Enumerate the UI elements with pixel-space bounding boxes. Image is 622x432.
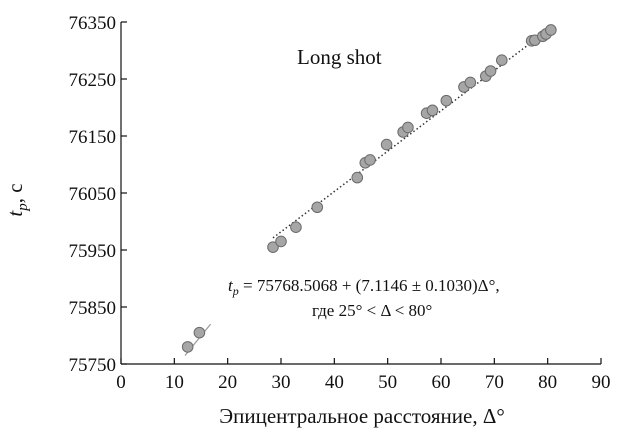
x-tick-label: 20 <box>218 372 237 393</box>
data-point <box>275 235 287 248</box>
y-tick-label: 75850 <box>69 298 117 319</box>
data-point <box>545 24 557 36</box>
x-tick-label: 80 <box>538 372 557 393</box>
x-axis-title: Эпицентральное расстояние, Δ° <box>219 404 505 428</box>
data-point <box>267 241 279 253</box>
y-tick-label: 76250 <box>69 70 117 91</box>
y-tick-label: 76050 <box>69 184 117 205</box>
formula-condition: где 25° < Δ < 80° <box>312 301 432 320</box>
data-point <box>364 154 376 166</box>
data-point <box>311 201 324 214</box>
formula-t: t <box>228 276 234 295</box>
y-tick-label: 76150 <box>69 127 117 148</box>
data-points <box>181 24 557 353</box>
x-tick-label: 90 <box>592 372 611 393</box>
x-tick-label: 10 <box>165 372 184 393</box>
data-point <box>440 94 453 107</box>
data-point <box>484 65 497 77</box>
formula-sub: p <box>232 284 239 298</box>
data-point <box>402 121 414 134</box>
y-axis-title-t: t <box>3 210 27 217</box>
data-point <box>290 221 302 233</box>
x-tick-label: 30 <box>272 372 291 393</box>
y-tick-label: 75950 <box>69 241 117 262</box>
data-point <box>193 326 206 339</box>
y-axis-title-unit: , c <box>3 183 27 203</box>
ticks: 0 10 20 30 40 50 60 70 80 90 75750 75850 75950 76050 7… <box>69 13 611 393</box>
y-axis-title: tp, c <box>3 183 31 216</box>
formula-line: tp = 75768.5068 + (7.1146 ± 0.1030)Δ°, <box>228 276 500 298</box>
data-point <box>496 54 508 66</box>
x-tick-label: 40 <box>325 372 344 393</box>
data-point <box>426 104 439 117</box>
x-tick-label: 0 <box>116 372 126 393</box>
formula-rest: = 75768.5068 + (7.1146 ± 0.1030)Δ°, <box>239 276 500 295</box>
x-tick-label: 70 <box>485 372 504 393</box>
x-tick-label: 50 <box>378 372 397 393</box>
data-point <box>351 171 364 184</box>
data-point <box>464 76 477 89</box>
y-axis-title-sub: p <box>15 203 31 212</box>
annotation-title: Long shot <box>297 45 382 69</box>
y-tick-label: 76350 <box>69 13 117 34</box>
data-point <box>181 341 194 353</box>
data-point <box>380 138 393 151</box>
y-tick-label: 75750 <box>69 355 117 376</box>
x-tick-label: 60 <box>432 372 451 393</box>
